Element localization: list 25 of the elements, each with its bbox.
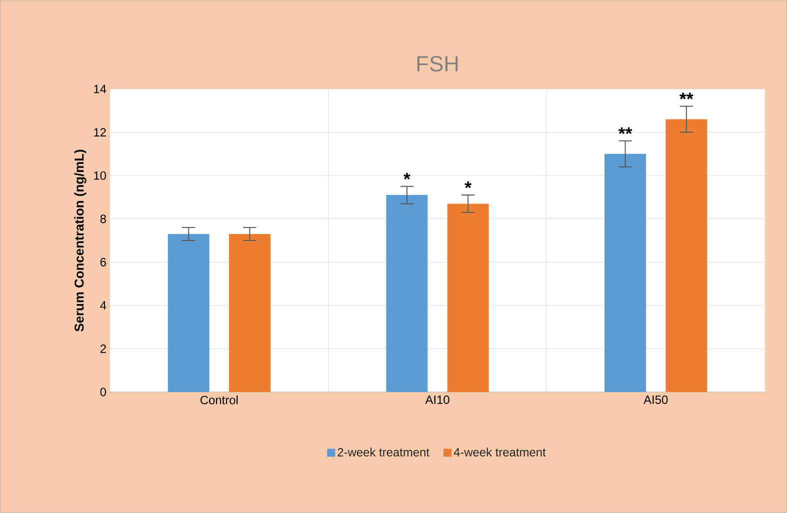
chart-title: FSH (417, 56, 458, 72)
bar (666, 119, 708, 392)
bar (604, 154, 646, 392)
bar (447, 204, 489, 392)
x-tick-label: AI50 (644, 396, 668, 404)
y-tick-label: 14 (94, 84, 106, 94)
annotation: ** (618, 127, 632, 134)
annotation: * (404, 172, 410, 180)
y-tick-label: 4 (100, 301, 106, 310)
y-tick-label: 2 (100, 344, 106, 353)
y-axis-title: Serum Concentration (ng/mL) (74, 150, 86, 332)
legend-label: 4-week treatment (454, 448, 546, 456)
y-tick-label: 12 (94, 128, 106, 136)
bar (168, 234, 210, 392)
annotation: ** (679, 92, 694, 100)
y-tick-label: 0 (100, 388, 106, 396)
annotation: * (464, 181, 472, 188)
x-tick-label: Control (200, 396, 238, 404)
y-tick-label: 6 (100, 258, 106, 266)
y-tick-label: 8 (100, 214, 106, 224)
legend-label: 2-week treatment (338, 448, 430, 456)
x-tick-label: AI10 (425, 396, 450, 404)
y-tick-label: 10 (94, 171, 106, 180)
bar (386, 195, 428, 392)
bar (229, 234, 270, 392)
